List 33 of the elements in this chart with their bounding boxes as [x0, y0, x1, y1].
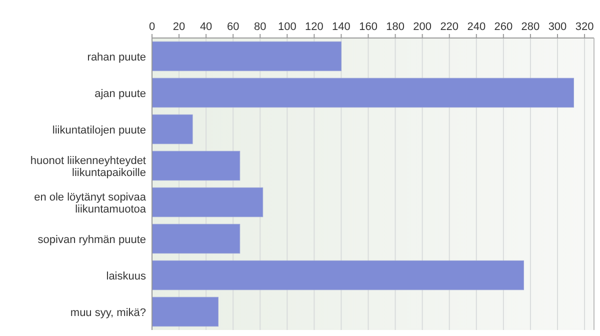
bar: [152, 78, 574, 108]
x-tick-label: 120: [305, 21, 324, 33]
x-tick-label: 200: [413, 21, 432, 33]
bar: [152, 187, 264, 218]
x-tick-label: 140: [332, 21, 350, 33]
y-tick-label: rahan puute: [87, 51, 146, 64]
x-tick-label: 60: [226, 21, 240, 33]
y-tick-label: ajan puute: [94, 88, 146, 100]
y-tick-label: muu syy, mikä?: [70, 306, 146, 319]
y-tick-label: huonot liikenneyhteydet liikuntapaikoille: [30, 154, 146, 179]
bar: [152, 41, 342, 72]
bar: [152, 260, 524, 290]
x-tick-label: 260: [494, 21, 513, 33]
x-tick-label: 160: [359, 21, 378, 33]
x-tick-label: 300: [548, 21, 567, 33]
y-tick-label: laiskuus: [106, 270, 146, 282]
bar: [152, 150, 240, 181]
x-tick-label: 220: [440, 21, 459, 33]
bar: [152, 296, 218, 327]
x-tick-label: 40: [200, 21, 212, 33]
x-tick-label: 20: [172, 21, 186, 33]
x-tick-label: 240: [467, 21, 486, 33]
x-tick-label: 320: [575, 21, 594, 33]
bar: [152, 224, 240, 254]
x-tick-label: 0: [148, 21, 156, 33]
x-tick-label: 80: [254, 21, 266, 33]
y-tick-label: sopivan ryhmän puute: [38, 234, 146, 246]
x-tick-label: 100: [278, 21, 296, 33]
y-tick-label: en ole löytänyt sopivaa liikuntamuotoa: [34, 191, 147, 216]
bar: [152, 114, 193, 144]
y-tick-label: liikuntatilojen puute: [52, 124, 146, 136]
x-tick-label: 280: [521, 21, 540, 33]
x-tick-label: 180: [386, 21, 404, 33]
